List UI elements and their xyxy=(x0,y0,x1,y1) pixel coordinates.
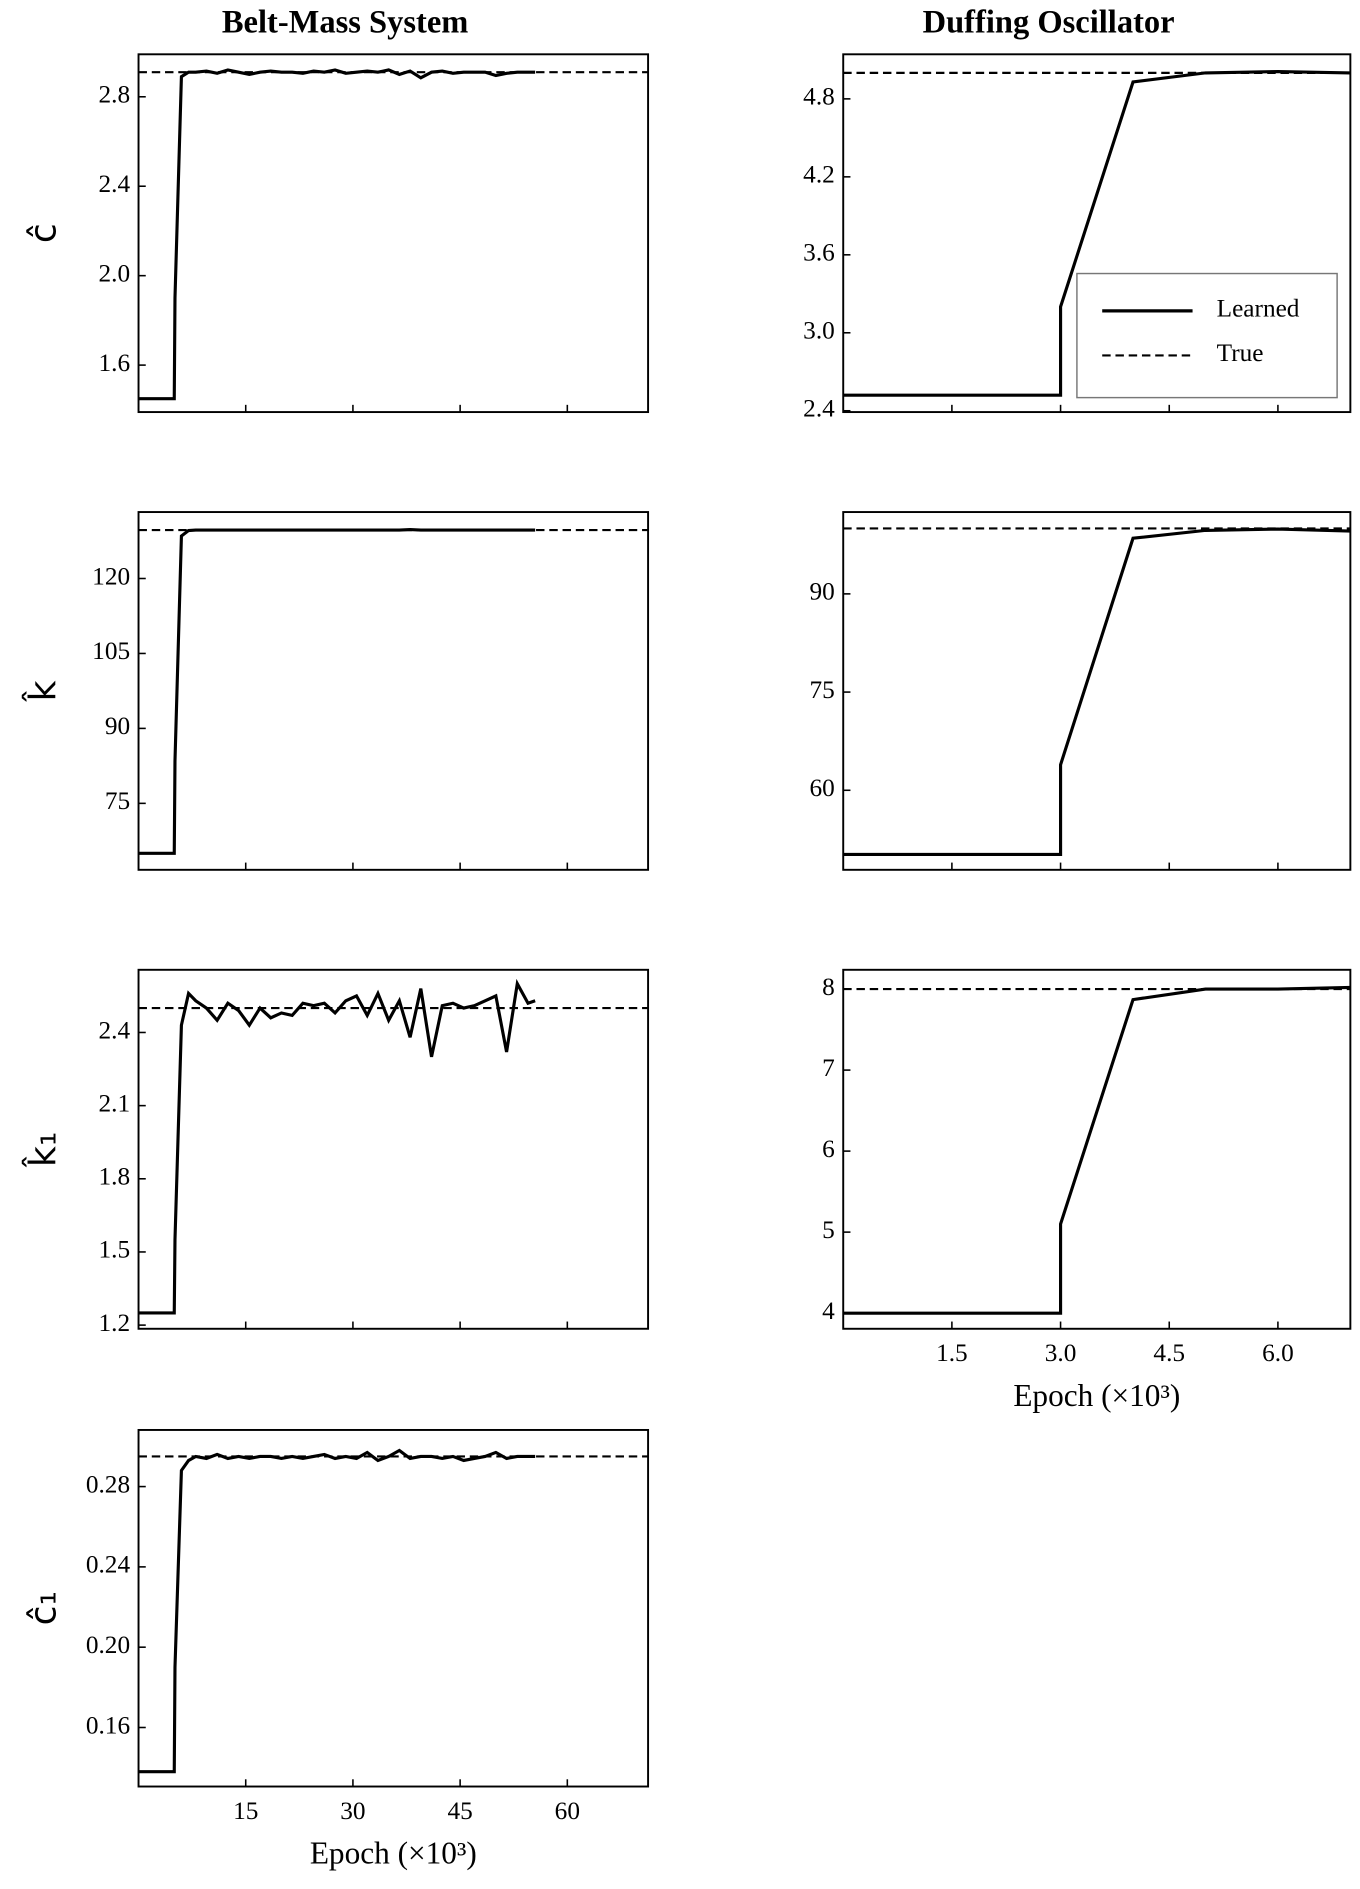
data-line xyxy=(138,527,536,855)
x-tick-label: 6.0 xyxy=(1262,1339,1294,1367)
y-tick-label: 0.24 xyxy=(86,1551,131,1579)
y-tick-label: 60 xyxy=(810,774,835,802)
y-tick-label: 6 xyxy=(822,1135,835,1163)
x-tick-label: 60 xyxy=(555,1797,580,1825)
y-tick-label: 1.2 xyxy=(98,1309,130,1337)
axes-frame xyxy=(137,511,650,871)
y-axis-label: k̂ xyxy=(21,680,64,702)
y-tick-label: 75 xyxy=(810,676,835,704)
y-tick-label: 3.6 xyxy=(803,239,835,267)
y-tick-label: 120 xyxy=(92,562,130,590)
y-tick-label: 105 xyxy=(92,637,130,665)
y-tick-label: 4.2 xyxy=(803,161,835,189)
x-tick-label: 3.0 xyxy=(1045,1339,1077,1367)
y-tick-label: 2.8 xyxy=(98,81,130,109)
legend-label: True xyxy=(1217,339,1264,367)
data-line xyxy=(843,70,1351,397)
y-tick-label: 90 xyxy=(105,712,130,740)
axes-frame xyxy=(137,53,650,414)
y-tick-label: 2.0 xyxy=(98,259,130,287)
y-tick-label: 90 xyxy=(810,578,835,606)
y-tick-label: 1.5 xyxy=(98,1236,130,1264)
y-tick-label: 1.6 xyxy=(98,349,130,377)
legend-label: Learned xyxy=(1217,295,1300,323)
x-axis-label: Epoch (×10³) xyxy=(310,1836,477,1871)
data-line xyxy=(138,1448,536,1774)
y-axis-label: ĉ₁ xyxy=(21,1591,64,1625)
y-tick-label: 0.20 xyxy=(86,1631,130,1659)
data-line xyxy=(843,527,1351,856)
y-tick-label: 2.4 xyxy=(98,1016,130,1044)
axes-frame xyxy=(842,511,1352,871)
y-tick-label: 5 xyxy=(822,1216,835,1244)
y-tick-label: 8 xyxy=(822,973,835,1001)
y-tick-label: 2.4 xyxy=(803,395,835,423)
axes-frame xyxy=(842,53,1352,414)
x-tick-label: 30 xyxy=(340,1797,365,1825)
y-tick-label: 7 xyxy=(822,1054,835,1082)
x-tick-label: 4.5 xyxy=(1153,1339,1185,1367)
x-tick-label: 15 xyxy=(233,1797,258,1825)
x-tick-label: 1.5 xyxy=(936,1339,968,1367)
y-tick-label: 3.0 xyxy=(803,317,835,345)
data-line xyxy=(138,68,536,401)
y-axis-label: k̂₁ xyxy=(21,1132,64,1168)
y-tick-label: 1.8 xyxy=(98,1163,130,1191)
y-axis-label: ĉ xyxy=(21,223,64,243)
legend-box xyxy=(1076,272,1338,399)
y-tick-label: 0.16 xyxy=(86,1711,130,1739)
y-tick-label: 4.8 xyxy=(803,83,835,111)
y-tick-label: 4 xyxy=(822,1297,835,1325)
axes-frame xyxy=(137,968,650,1330)
chart-title: Belt-Mass System xyxy=(222,5,469,41)
chart-title: Duffing Oscillator xyxy=(923,5,1175,41)
y-tick-label: 75 xyxy=(105,787,130,815)
data-line xyxy=(138,978,536,1315)
axes-frame xyxy=(842,968,1352,1330)
axes-frame xyxy=(137,1428,650,1788)
y-tick-label: 0.28 xyxy=(86,1470,130,1498)
data-line xyxy=(843,985,1351,1315)
x-tick-label: 45 xyxy=(447,1797,472,1825)
y-tick-label: 2.4 xyxy=(98,170,130,198)
y-tick-label: 2.1 xyxy=(98,1089,130,1117)
x-axis-label: Epoch (×10³) xyxy=(1013,1378,1180,1413)
